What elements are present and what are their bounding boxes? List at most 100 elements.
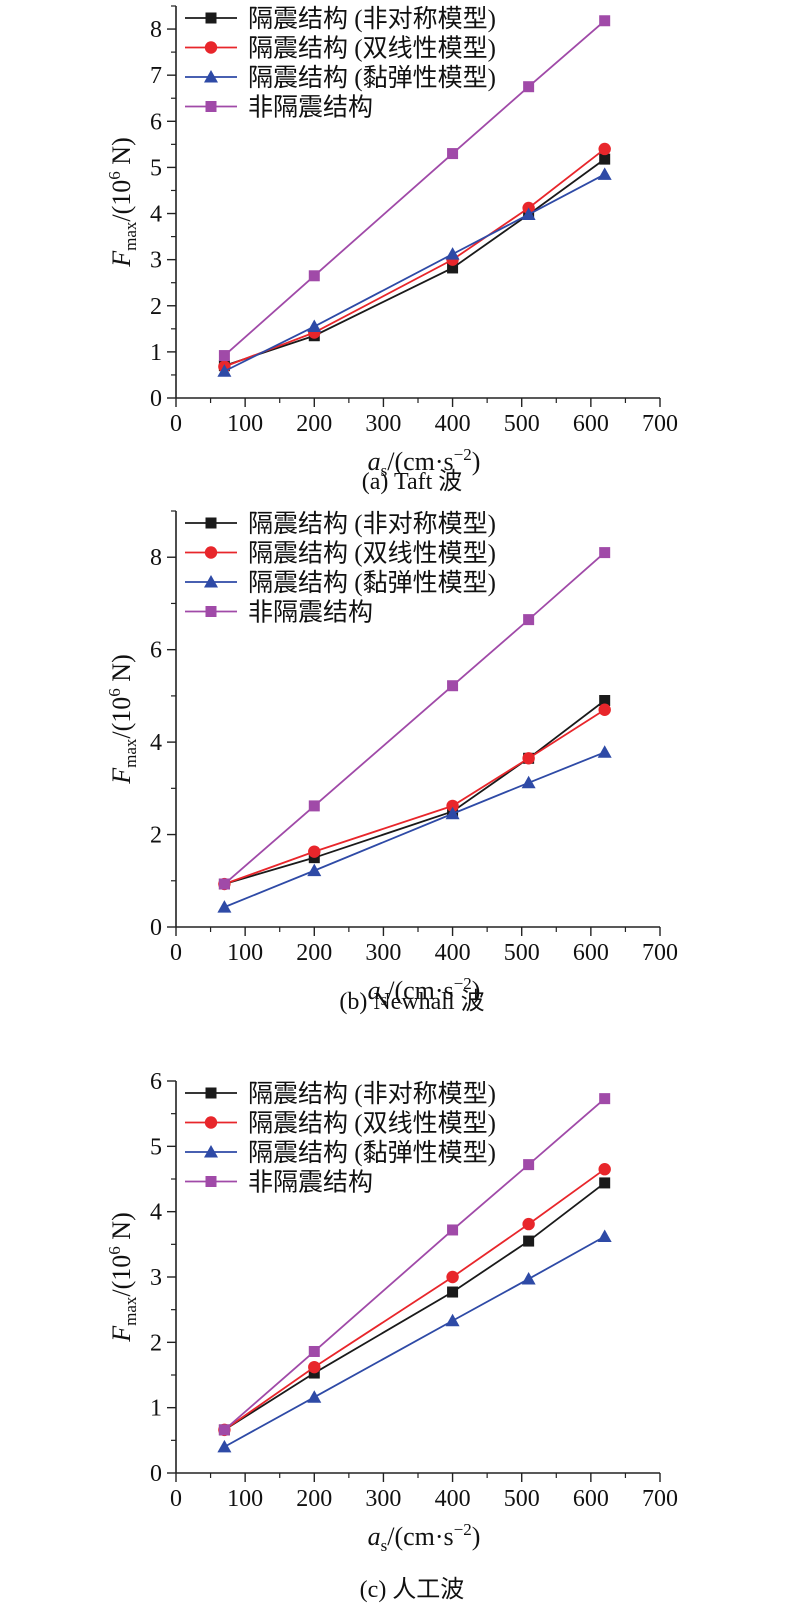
- data-point: [447, 1224, 459, 1236]
- x-tick-label: 300: [365, 940, 401, 966]
- x-tick-label: 700: [642, 1486, 678, 1512]
- y-axis-label: Fmax/(106 N): [105, 654, 140, 785]
- y-tick-label: 5: [150, 155, 162, 181]
- data-point: [523, 1235, 535, 1247]
- data-point: [446, 1270, 459, 1284]
- y-tick-label: 5: [150, 1134, 162, 1160]
- y-tick-label: 4: [150, 202, 162, 228]
- y-tick-label: 3: [150, 1265, 162, 1291]
- data-point: [523, 81, 535, 93]
- legend-label: 隔震结构 (双线性模型): [248, 540, 496, 568]
- x-tick-label: 300: [365, 411, 401, 437]
- data-point: [599, 1177, 611, 1189]
- x-tick-label: 400: [435, 411, 471, 437]
- x-tick-label: 300: [365, 1486, 401, 1512]
- data-point: [446, 799, 459, 813]
- legend-label: 非隔震结构: [248, 1169, 373, 1197]
- y-tick-label: 4: [150, 730, 162, 756]
- chart-caption: (b) Newhall 波: [339, 988, 484, 1015]
- y-tick-label: 6: [150, 638, 162, 664]
- data-point: [522, 752, 535, 765]
- x-axis-label: as/(cm·s−2): [368, 445, 481, 480]
- data-point: [597, 167, 612, 180]
- x-tick-label: 600: [573, 411, 609, 437]
- data-point: [598, 703, 611, 716]
- data-point: [217, 364, 232, 377]
- x-tick-label: 400: [435, 940, 471, 966]
- x-tick-label: 200: [296, 1486, 332, 1512]
- data-point: [307, 319, 322, 333]
- y-axis-label: Fmax/(106 N): [105, 137, 140, 268]
- x-tick-label: 0: [170, 1486, 182, 1512]
- data-point: [217, 1439, 232, 1453]
- legend-marker: [204, 546, 218, 559]
- legend-label: 非隔震结构: [248, 599, 373, 627]
- y-tick-label: 6: [150, 109, 162, 135]
- data-point: [521, 1271, 536, 1285]
- x-tick-label: 0: [170, 411, 182, 437]
- y-tick-label: 2: [150, 294, 162, 320]
- data-point: [445, 247, 460, 260]
- legend-label: 隔震结构 (非对称模型): [248, 510, 496, 538]
- legend-label: 隔震结构 (黏弹性模型): [248, 64, 496, 92]
- data-point: [308, 845, 321, 858]
- y-tick-label: 2: [150, 1330, 162, 1356]
- series-line-1: [223, 1168, 606, 1431]
- y-tick-label: 0: [150, 915, 162, 941]
- x-tick-label: 200: [296, 940, 332, 966]
- data-point: [218, 878, 230, 890]
- data-point: [308, 1360, 321, 1374]
- data-point: [218, 350, 230, 362]
- legend-marker: [204, 41, 218, 54]
- series-line-2: [223, 173, 606, 373]
- x-tick-label: 500: [504, 411, 540, 437]
- chart-caption: (a) Taft 波: [362, 468, 463, 495]
- y-tick-label: 7: [150, 63, 162, 89]
- x-tick-label: 700: [642, 940, 678, 966]
- x-tick-label: 100: [227, 940, 263, 966]
- series-line-2: [224, 751, 606, 908]
- y-tick-label: 4: [150, 1200, 162, 1226]
- x-tick-label: 600: [573, 940, 609, 966]
- x-tick-label: 400: [435, 1486, 471, 1512]
- series-line-0: [224, 158, 606, 367]
- y-tick-label: 3: [150, 248, 162, 274]
- data-point: [599, 547, 611, 559]
- legend-label: 隔震结构 (双线性模型): [248, 1110, 496, 1138]
- legend-label: 隔震结构 (黏弹性模型): [248, 1139, 496, 1167]
- x-tick-label: 600: [573, 1486, 609, 1512]
- x-tick-label: 500: [504, 940, 540, 966]
- x-tick-label: 100: [227, 411, 263, 437]
- x-tick-label: 200: [296, 411, 332, 437]
- legend-marker: [204, 575, 218, 588]
- y-tick-label: 2: [150, 823, 162, 849]
- x-tick-label: 100: [227, 1486, 263, 1512]
- legend-marker: [205, 517, 217, 529]
- y-axis-label: Fmax/(106 N): [105, 1212, 140, 1343]
- legend-label: 非隔震结构: [248, 94, 373, 122]
- data-point: [523, 614, 535, 626]
- data-point: [447, 1286, 459, 1298]
- data-point: [217, 900, 232, 913]
- x-tick-label: 0: [170, 940, 182, 966]
- data-point: [599, 153, 611, 165]
- data-point: [597, 745, 612, 758]
- chart-panel-c: 0 100 200 300 400 500 600 700 0 1 2 3 4 5 6 隔震结构 (非对称模型…: [105, 1069, 678, 1603]
- data-point: [521, 207, 536, 220]
- data-point: [447, 680, 459, 692]
- data-point: [599, 15, 611, 27]
- legend-label: 隔震结构 (双线性模型): [248, 35, 496, 63]
- legend-marker: [204, 70, 218, 83]
- data-point: [522, 1217, 535, 1231]
- legend: 隔震结构 (非对称模型)隔震结构 (双线性模型)隔震结构 (黏弹性模型)非隔震结…: [185, 510, 496, 627]
- data-point: [445, 1313, 460, 1327]
- data-point: [308, 1345, 320, 1357]
- data-point: [597, 1229, 612, 1242]
- data-point: [308, 270, 320, 282]
- chart-panel-a: 0 100 200 300 400 500 600 700 0 1 2 3 4 5 6 7 8 隔震结构 (非对称…: [105, 5, 678, 495]
- x-tick-label: 500: [504, 1486, 540, 1512]
- data-point: [598, 1163, 611, 1176]
- legend: 隔震结构 (非对称模型)隔震结构 (双线性模型)隔震结构 (黏弹性模型)非隔震结…: [185, 5, 496, 122]
- series-line-1: [224, 148, 606, 368]
- legend-marker: [204, 1116, 218, 1129]
